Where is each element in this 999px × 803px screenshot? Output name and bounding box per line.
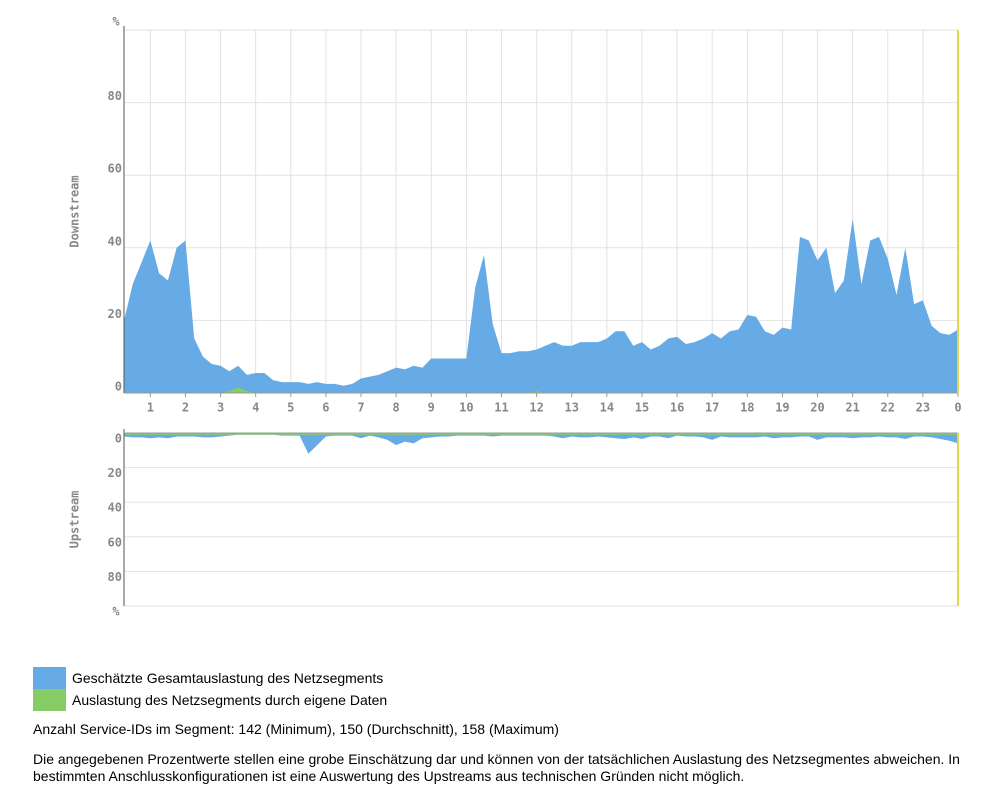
x-tick-label: 22 bbox=[881, 401, 895, 415]
y-tick-label: 60 bbox=[108, 162, 122, 176]
x-tick-label: 1 bbox=[147, 401, 154, 415]
y-tick-label: 40 bbox=[108, 501, 122, 515]
area bbox=[124, 433, 958, 454]
x-tick-label: 8 bbox=[393, 401, 400, 415]
legend-entry: Geschätzte Gesamtauslastung des Netzsegm… bbox=[33, 667, 387, 689]
x-tick-label: 4 bbox=[252, 401, 259, 415]
y-unit: % bbox=[112, 605, 120, 619]
x-tick-label: 13 bbox=[564, 401, 578, 415]
y-unit: % bbox=[112, 15, 120, 29]
y-axis-title: Upstream bbox=[68, 491, 82, 549]
y-axis-title: Downstream bbox=[68, 175, 82, 247]
y-tick-label: 0 bbox=[115, 432, 122, 446]
legend: Geschätzte Gesamtauslastung des Netzsegm… bbox=[33, 667, 387, 711]
x-tick-label: 20 bbox=[810, 401, 824, 415]
x-tick-label: 21 bbox=[845, 401, 859, 415]
disclaimer: Die angegebenen Prozentwerte stellen ein… bbox=[33, 751, 960, 784]
x-tick-label: 3 bbox=[217, 401, 224, 415]
x-tick-label: 7 bbox=[357, 401, 364, 415]
x-tick-label: 10 bbox=[459, 401, 473, 415]
legend-entry: Auslastung des Netzsegments durch eigene… bbox=[33, 689, 387, 711]
x-tick-label: 15 bbox=[635, 401, 649, 415]
area bbox=[124, 218, 958, 393]
legend-swatch bbox=[33, 667, 66, 689]
y-tick-label: 20 bbox=[108, 466, 122, 480]
x-tick-label: 19 bbox=[775, 401, 789, 415]
x-tick-label: 11 bbox=[494, 401, 508, 415]
x-tick-label: 14 bbox=[600, 401, 614, 415]
y-tick-label: 0 bbox=[115, 380, 122, 394]
x-tick-label: 0 bbox=[954, 401, 961, 415]
y-tick-label: 40 bbox=[108, 234, 122, 248]
legend-label: Auslastung des Netzsegments durch eigene… bbox=[72, 692, 388, 708]
x-tick-label: 18 bbox=[740, 401, 754, 415]
x-tick-label: 9 bbox=[428, 401, 435, 415]
legend-label: Geschätzte Gesamtauslastung des Netzsegm… bbox=[72, 670, 384, 686]
service-ids: Anzahl Service-IDs im Segment: 142 (Mini… bbox=[33, 721, 559, 737]
x-tick-label: 2 bbox=[182, 401, 189, 415]
y-tick-label: 80 bbox=[108, 570, 122, 584]
plot-area bbox=[124, 433, 958, 606]
x-tick-label: 17 bbox=[705, 401, 719, 415]
legend-swatch bbox=[33, 689, 66, 711]
x-tick-label: 5 bbox=[287, 401, 294, 415]
x-tick-label: 12 bbox=[529, 401, 543, 415]
y-tick-label: 60 bbox=[108, 535, 122, 549]
x-tick-label: 6 bbox=[322, 401, 329, 415]
y-tick-label: 20 bbox=[108, 307, 122, 321]
x-tick-label: 16 bbox=[670, 401, 684, 415]
y-tick-label: 80 bbox=[108, 89, 122, 103]
x-tick-label: 23 bbox=[916, 401, 930, 415]
